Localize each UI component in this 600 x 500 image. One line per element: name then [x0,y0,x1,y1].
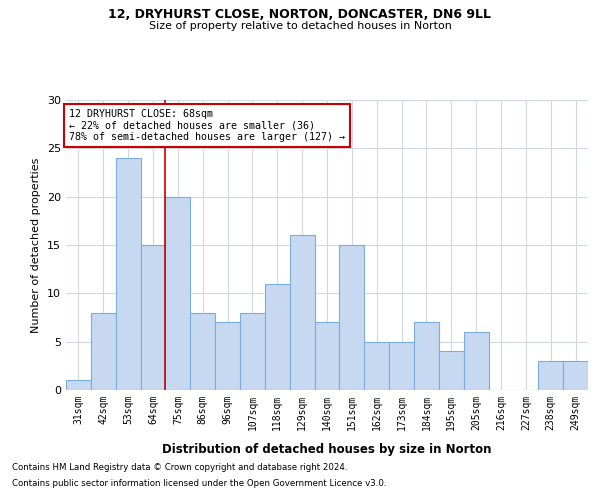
Bar [116,158,140,390]
Bar [538,361,563,390]
Text: Distribution of detached houses by size in Norton: Distribution of detached houses by size … [162,442,492,456]
Bar [190,312,215,390]
Bar [91,312,116,390]
Bar [314,322,340,390]
Text: Contains HM Land Registry data © Crown copyright and database right 2024.: Contains HM Land Registry data © Crown c… [12,464,347,472]
Bar [340,245,364,390]
Text: Contains public sector information licensed under the Open Government Licence v3: Contains public sector information licen… [12,478,386,488]
Bar [290,236,314,390]
Bar [140,245,166,390]
Bar [265,284,290,390]
Bar [563,361,588,390]
Bar [240,312,265,390]
Bar [364,342,389,390]
Text: 12 DRYHURST CLOSE: 68sqm
← 22% of detached houses are smaller (36)
78% of semi-d: 12 DRYHURST CLOSE: 68sqm ← 22% of detach… [68,108,344,142]
Bar [464,332,488,390]
Y-axis label: Number of detached properties: Number of detached properties [31,158,41,332]
Text: 12, DRYHURST CLOSE, NORTON, DONCASTER, DN6 9LL: 12, DRYHURST CLOSE, NORTON, DONCASTER, D… [109,8,491,20]
Text: Size of property relative to detached houses in Norton: Size of property relative to detached ho… [149,21,451,31]
Bar [166,196,190,390]
Bar [215,322,240,390]
Bar [414,322,439,390]
Bar [66,380,91,390]
Bar [389,342,414,390]
Bar [439,352,464,390]
